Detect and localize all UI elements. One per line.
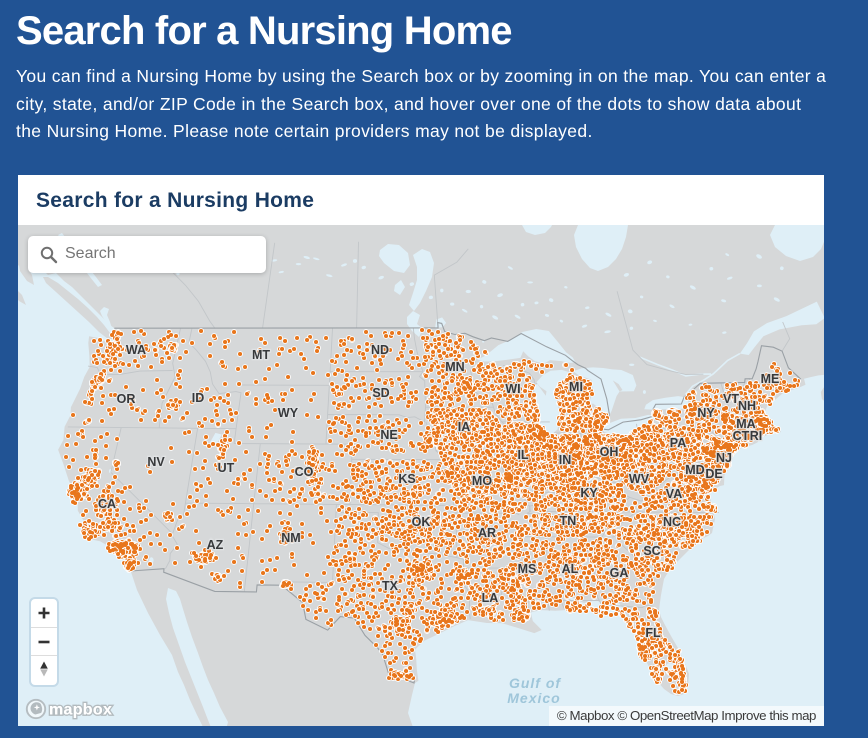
svg-text:IA: IA [458,420,471,434]
svg-text:MN: MN [445,360,464,374]
svg-text:MD: MD [685,463,704,477]
svg-text:FL: FL [645,626,661,640]
svg-text:CT: CT [733,429,750,443]
svg-text:WV: WV [629,472,650,486]
svg-text:NY: NY [697,406,715,420]
svg-text:ID: ID [192,391,205,405]
svg-text:OK: OK [412,515,431,529]
svg-text:mapbox: mapbox [49,702,112,719]
svg-text:GA: GA [610,566,629,580]
svg-text:UT: UT [218,461,235,475]
svg-text:AZ: AZ [207,538,224,552]
svg-text:PA: PA [670,436,686,450]
svg-text:NC: NC [663,515,681,529]
svg-text:WY: WY [278,406,299,420]
svg-text:DE: DE [705,467,722,481]
svg-text:MT: MT [252,348,270,362]
svg-text:WA: WA [126,343,146,357]
svg-text:Mexico: Mexico [507,690,560,706]
svg-text:VT: VT [723,392,739,406]
svg-text:VA: VA [666,487,682,501]
svg-text:NH: NH [738,399,756,413]
svg-text:SC: SC [643,544,660,558]
svg-text:NJ: NJ [716,451,732,465]
svg-text:ME: ME [761,372,780,386]
svg-text:OH: OH [600,445,619,459]
svg-text:RI: RI [750,429,763,443]
svg-text:ND: ND [371,343,389,357]
svg-text:CO: CO [295,465,314,479]
svg-text:mapbox: mapbox [49,702,112,719]
svg-text:CA: CA [98,497,116,511]
svg-text:NE: NE [380,428,397,442]
svg-text:KY: KY [580,486,598,500]
svg-text:OR: OR [117,392,136,406]
svg-text:AR: AR [478,526,496,540]
svg-text:AL: AL [562,562,579,576]
svg-text:IN: IN [559,453,572,467]
svg-text:TN: TN [560,514,577,528]
svg-text:KS: KS [398,472,415,486]
svg-text:SD: SD [372,386,389,400]
svg-text:WI: WI [505,382,520,396]
svg-text:MS: MS [518,562,537,576]
svg-text:MA: MA [736,417,755,431]
svg-text:TX: TX [382,579,399,593]
svg-text:IL: IL [517,448,528,462]
svg-text:Gulf of: Gulf of [509,675,561,691]
svg-text:MO: MO [472,474,492,488]
svg-text:LA: LA [482,591,499,605]
svg-text:NV: NV [147,455,165,469]
svg-text:MI: MI [569,380,583,394]
svg-text:NM: NM [281,531,300,545]
